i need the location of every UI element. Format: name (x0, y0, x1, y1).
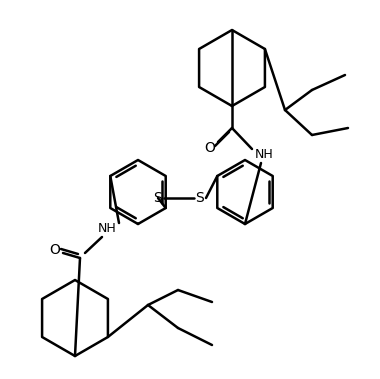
Text: NH: NH (255, 149, 273, 161)
Text: O: O (204, 141, 215, 155)
Text: O: O (49, 243, 60, 257)
Text: S: S (196, 191, 204, 205)
Text: NH: NH (98, 221, 116, 235)
Text: S: S (154, 191, 162, 205)
